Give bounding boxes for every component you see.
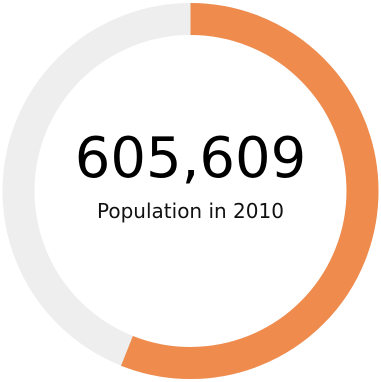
population-caption: Population in 2010 bbox=[97, 199, 284, 223]
progress-ring-fill bbox=[2, 3, 379, 379]
population-value: 605,609 bbox=[74, 126, 307, 191]
